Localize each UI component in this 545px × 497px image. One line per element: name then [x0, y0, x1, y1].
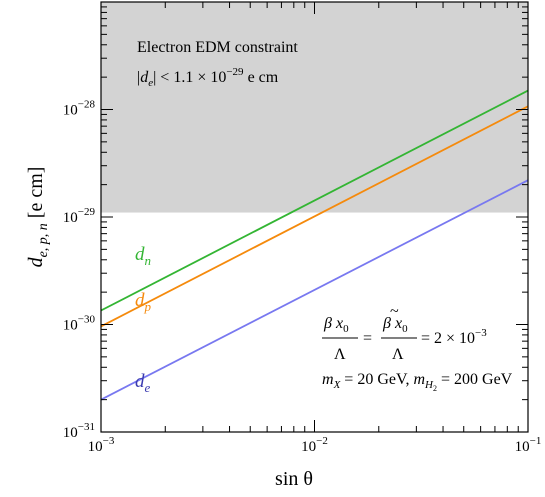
excluded-region	[101, 2, 528, 213]
y-tick-label: 10−29	[63, 206, 96, 226]
label-dn: dn	[135, 244, 151, 268]
svg-text:β x0: β x0	[382, 315, 408, 335]
label-de: de	[135, 371, 151, 395]
tick-label-layer: 10−3 10−2 10−1 10−31 10−30 10−29 10−28	[63, 99, 542, 456]
y-tick-label: 10−30	[63, 314, 96, 334]
x-tick-label: 10−1	[515, 435, 542, 455]
plot-frame	[100, 1, 529, 433]
series-line-dn	[101, 89, 528, 312]
svg-text:Λ: Λ	[334, 346, 346, 363]
mass-parameters: mX = 20 GeV, mH2 = 200 GeV	[322, 371, 513, 393]
tick-layer	[100, 1, 529, 433]
svg-text:= 2 × 10−3: = 2 × 10−3	[421, 327, 487, 347]
series-line-dp	[101, 105, 528, 328]
series-layer	[101, 89, 528, 401]
parameter-formula: β x0 Λ = ~ β x0 Λ = 2 × 10−3	[322, 303, 487, 363]
y-axis-title: de, p, n [e cm]	[25, 167, 51, 268]
svg-text:β x0: β x0	[323, 315, 349, 335]
y-tick-label: 10−31	[63, 421, 95, 441]
series-line-de	[101, 179, 528, 401]
constraint-title: Electron EDM constraint	[137, 39, 298, 56]
x-tick-label: 10−3	[88, 435, 115, 455]
label-dp: dp	[135, 290, 152, 314]
constraint-bound: |de| < 1.1 × 10−29 e cm	[137, 66, 279, 89]
svg-text:Λ: Λ	[392, 346, 404, 363]
x-axis-title: sin θ	[275, 468, 313, 490]
x-tick-label: 10−2	[301, 435, 328, 455]
svg-text:~: ~	[390, 303, 399, 320]
svg-text:=: =	[363, 330, 372, 347]
y-tick-label: 10−28	[63, 99, 96, 119]
